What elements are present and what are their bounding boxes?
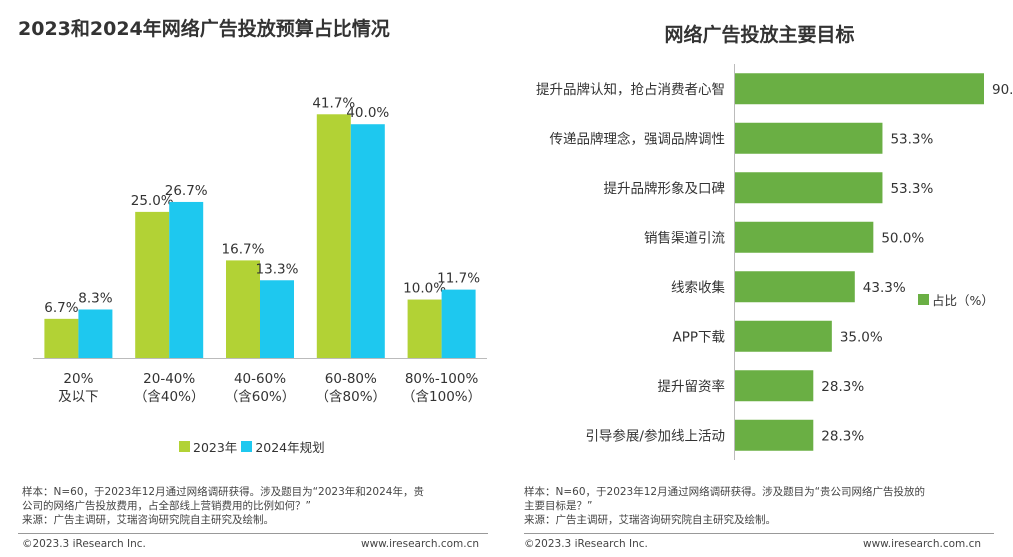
bar-goal-4 [735,271,855,303]
left-copyright: ©2023.3 iResearch Inc. [22,538,146,550]
bar-2023-1 [135,211,170,358]
right-copyright: ©2023.3 iResearch Inc. [524,538,648,550]
left-chart-panel: 2023和2024年网络广告投放预算占比情况 6.7% 8.3% 20% 及以下 25.… [0,0,506,557]
bar-value-label: 6.7% [44,300,78,316]
goal-category-label: 传递品牌理念，强调品牌调性 [550,130,726,147]
bar-value-label: 10.0% [403,281,446,297]
bar-value-label: 11.7% [437,271,480,287]
bar-goal-7 [735,419,814,451]
right-note-line: 来源：广告主调研，艾瑞咨询研究院自主研究及绘制。 [524,514,776,526]
legend-swatch-share [918,294,929,305]
bar-2024-4 [441,289,476,358]
goal-category-label: 提升留资率 [658,378,726,395]
left-website-link[interactable]: www.iresearch.com.cn [361,538,480,550]
category-label: 80%-100% [405,371,479,387]
category-label: 20% [63,371,93,387]
goal-category-label: APP下载 [672,329,725,345]
bar-value-label: 41.7% [312,95,355,111]
goal-category-label: 引导参展/参加线上活动 [585,427,725,444]
bar-goal-0 [735,73,984,105]
bar-2024-1 [169,201,204,358]
bar-value-label: 43.3% [863,280,906,296]
left-source-note: 样本：N=60，于2023年12月通过网络调研获得。涉及题目为“2023年和20… [22,485,492,527]
left-note-line: 来源：广告主调研，艾瑞咨询研究院自主研究及绘制。 [22,514,274,526]
bar-goal-2 [735,172,883,204]
category-label: 20-40% [143,371,195,387]
bar-2023-0 [44,318,79,358]
right-source-note: 样本：N=60，于2023年12月通过网络调研获得。涉及题目为“贵公司网络广告投… [524,485,1004,527]
goal-category-label: 提升品牌认知，抢占消费者心智 [536,81,725,98]
left-footer-divider [18,533,488,534]
goal-category-label: 销售渠道引流 [644,230,725,246]
legend-swatch-2024 [241,441,253,452]
bar-goal-1 [735,122,883,154]
category-label: 及以下 [58,389,99,405]
right-note-line: 主要目标是？” [524,500,593,512]
bar-value-label: 16.7% [222,241,265,257]
category-label: （含40%） [134,389,205,405]
bar-value-label: 26.7% [165,183,208,199]
category-label: （含60%） [225,389,296,405]
bar-value-label: 25.0% [131,193,174,209]
bar-value-label: 35.0% [840,329,883,345]
left-chart-title: 2023和2024年网络广告投放预算占比情况 [18,18,390,40]
bar-value-label: 28.3% [821,428,864,444]
goal-category-label: 线索收集 [671,280,725,296]
left-chart-legend: 2023年 2024年规划 [179,437,329,456]
legend-swatch-2023 [179,441,190,452]
category-label: 40-60% [234,371,286,387]
bar-value-label: 53.3% [890,181,933,197]
right-note-line: 样本：N=60，于2023年12月通过网络调研获得。涉及题目为“贵公司网络广告投… [524,486,926,498]
bar-value-label: 53.3% [890,131,933,147]
bar-goal-5 [735,320,832,352]
bar-2023-4 [407,299,442,358]
legend-item-2023: 2023年 [179,437,237,456]
category-label: （含80%） [316,389,387,405]
bar-value-label: 13.3% [256,261,299,277]
legend-label-share: 占比（%） [932,293,994,308]
category-label: 60-80% [325,371,377,387]
right-bar-chart: 90.0% 提升品牌认知，抢占消费者心智 53.3% 传递品牌理念，强调品牌调性 53.… [536,64,1013,460]
bar-goal-3 [735,221,874,253]
bar-value-label: 50.0% [881,230,924,246]
category-label: （含100%） [402,389,481,405]
legend-label-2023: 2023年 [193,440,238,455]
bar-2023-3 [316,114,351,358]
goal-category-label: 提升品牌形象及口碑 [604,180,726,197]
left-bar-chart: 6.7%8.3% 20% 及以下 25.0%26.7% 20-40% （含40%） 16.7… [33,95,487,405]
bar-value-label: 28.3% [821,379,864,395]
bar-value-label: 8.3% [78,290,112,306]
bar-value-label: 90.0% [992,82,1013,98]
right-chart-panel: 网络广告投放主要目标 90.0% 提升品牌认知，抢占消费者心智 53.3% 传递品牌理… [506,0,1013,557]
right-chart-legend: 占比（%） [918,290,994,309]
left-note-line: 样本：N=60，于2023年12月通过网络调研获得。涉及题目为“2023年和20… [22,486,424,498]
right-footer-divider [524,533,994,534]
bar-2023-2 [226,260,260,358]
legend-label-2024: 2024年规划 [255,440,325,455]
bar-value-label: 40.0% [346,105,389,121]
left-note-line: 公司的网络广告投放费用，占全部线上营销费用的比例如何？” [22,500,311,512]
bar-2024-0 [78,309,113,358]
right-website-link[interactable]: www.iresearch.com.cn [863,538,982,550]
right-chart-title: 网络广告投放主要目标 [664,24,855,46]
bar-2024-3 [350,124,385,358]
bar-goal-6 [735,370,814,402]
legend-item-2024: 2024年规划 [241,437,325,456]
bar-2024-2 [260,280,294,358]
